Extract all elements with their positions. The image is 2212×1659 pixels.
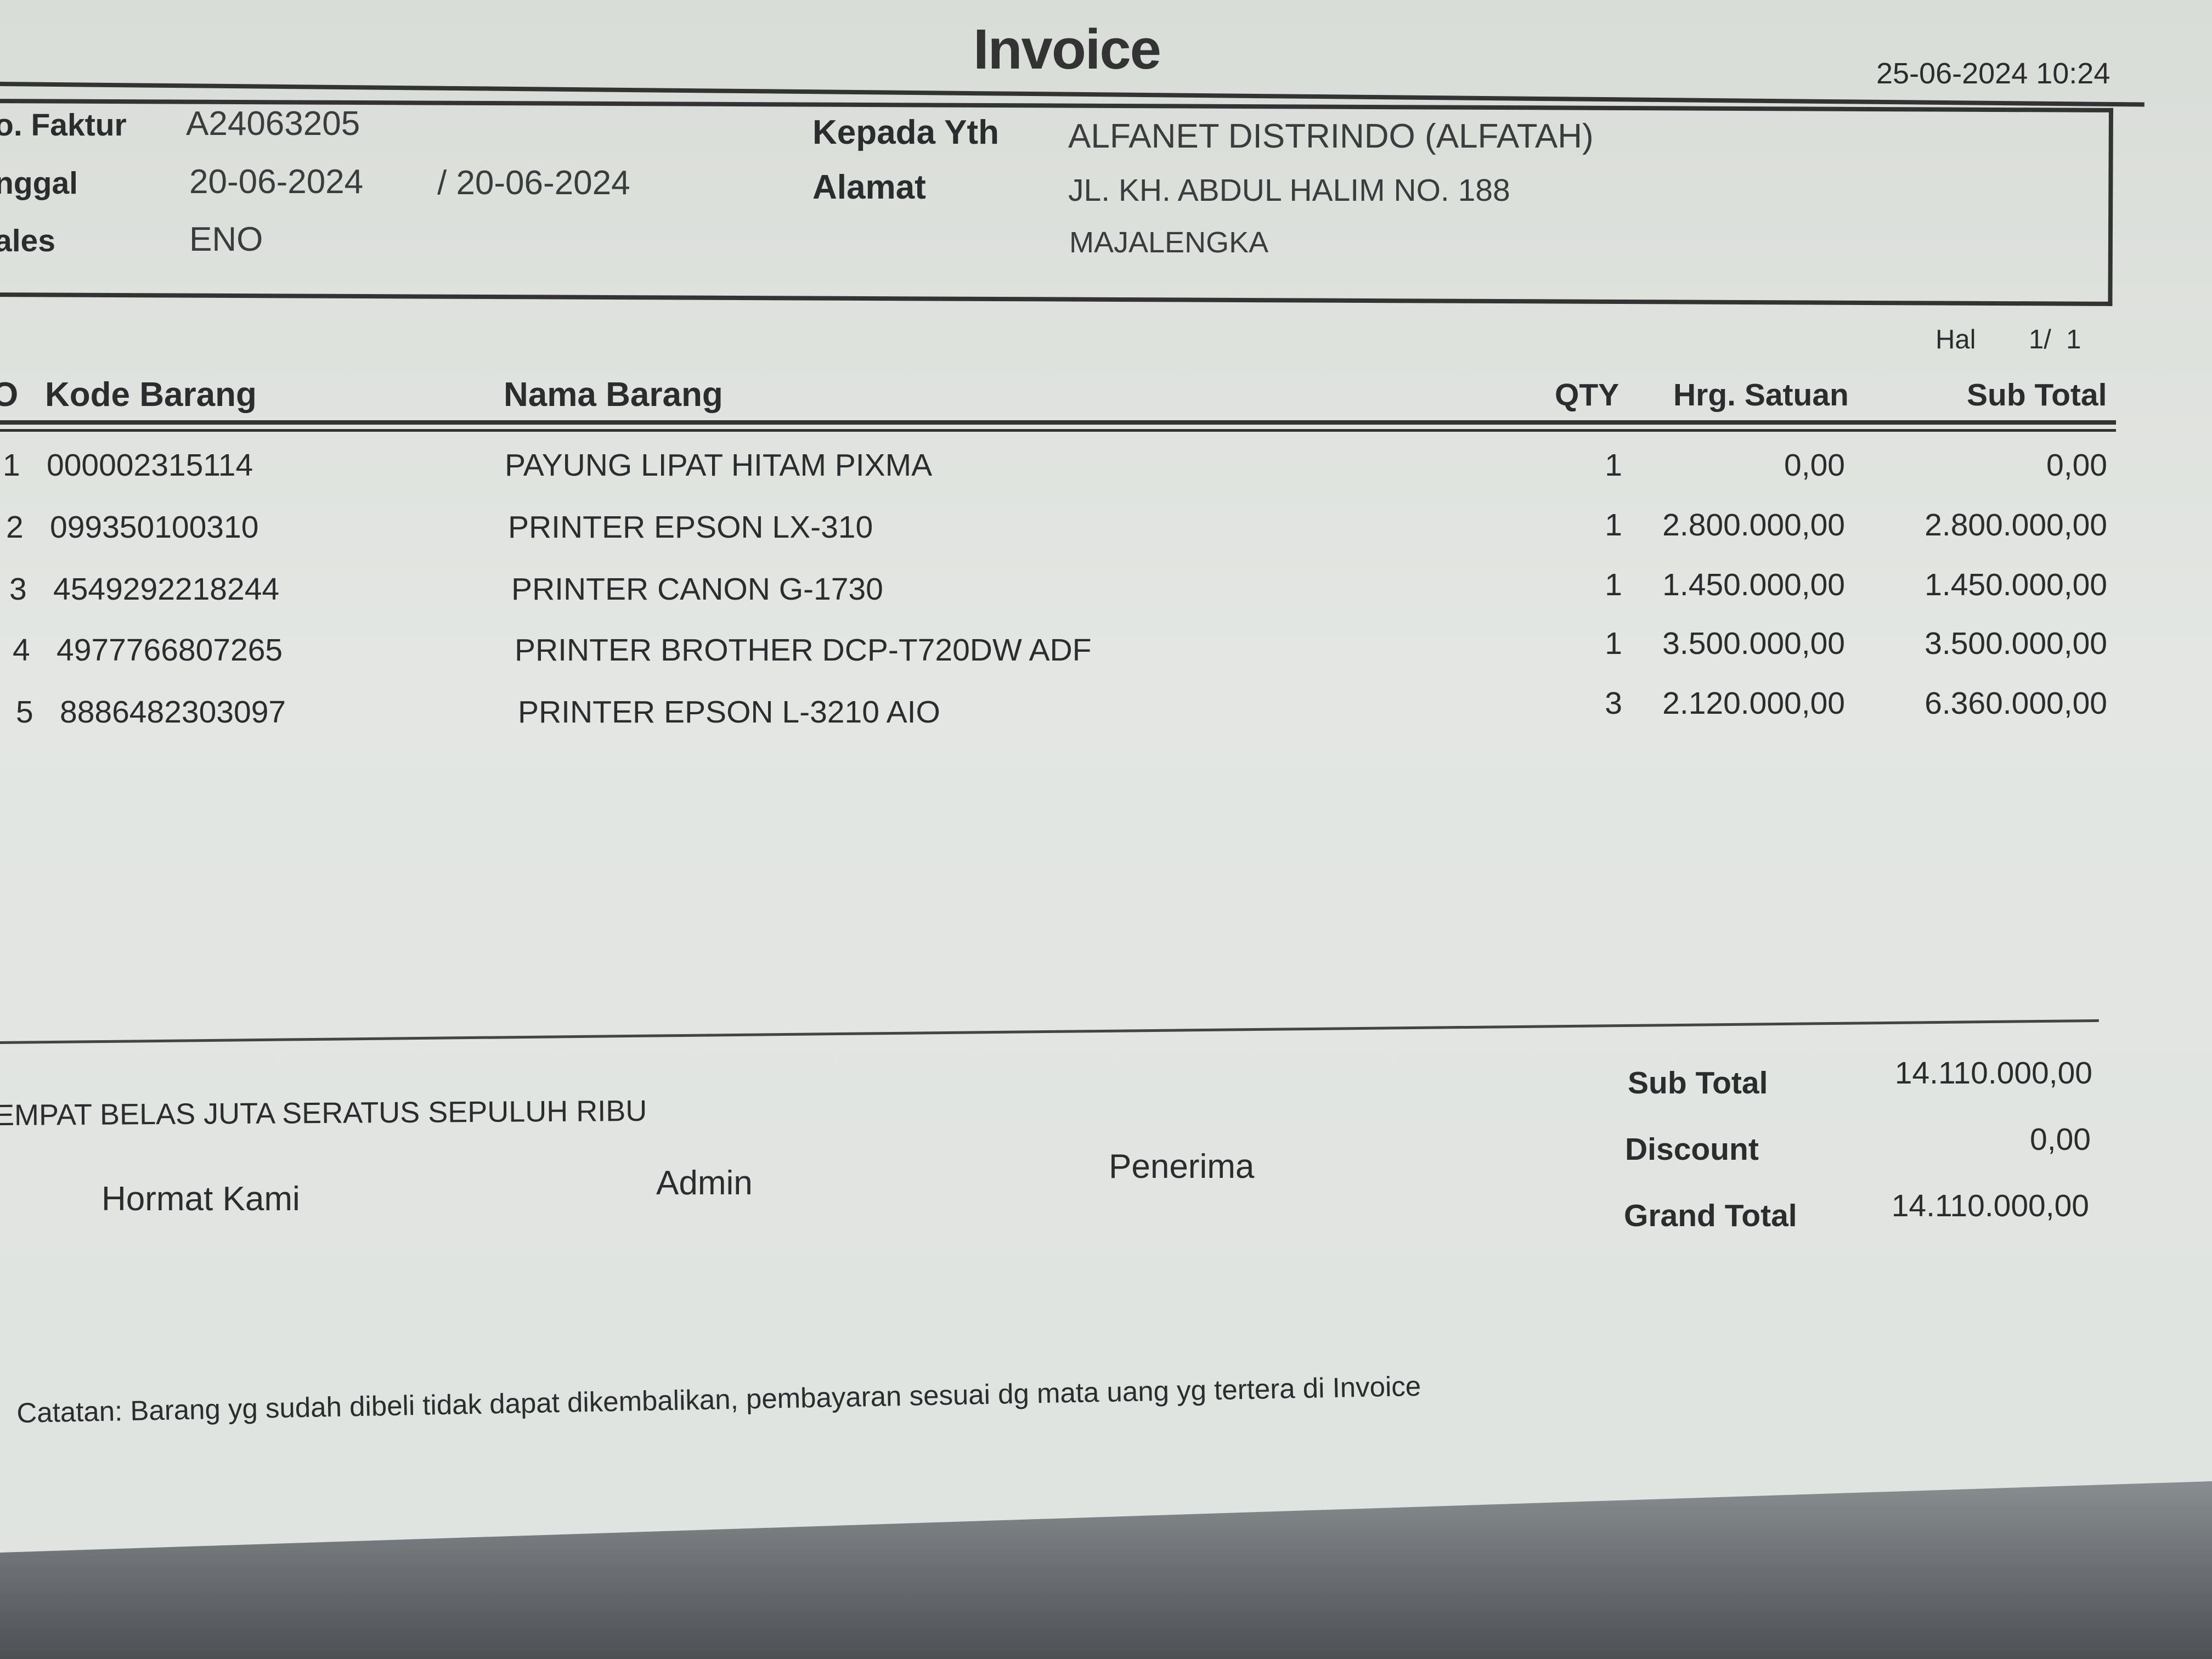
row-harga: 1.450.000,00 — [1662, 567, 1845, 602]
row-qty: 1 — [1605, 507, 1622, 543]
signature-penerima: Penerima — [1109, 1148, 1255, 1186]
sales-value: ENO — [189, 221, 263, 258]
grand-total-label: Grand Total — [1624, 1198, 1797, 1233]
header-nama: Nama Barang — [504, 376, 723, 414]
row-no: 1 — [3, 448, 20, 483]
row-subtotal: 0,00 — [2046, 448, 2107, 483]
row-kode: 4549292218244 — [53, 572, 280, 607]
faktur-label: o. Faktur — [0, 108, 127, 143]
page-number: 1/ 1 — [2029, 325, 2081, 354]
row-kode: 8886482303097 — [60, 695, 286, 730]
page-label: Hal — [1936, 325, 1976, 354]
row-no: 4 — [13, 633, 30, 668]
kepada-value: ALFANET DISTRINDO (ALFATAH) — [1068, 117, 1594, 155]
row-qty: 3 — [1605, 686, 1622, 721]
row-kode: 099350100310 — [50, 510, 259, 545]
row-qty: 1 — [1605, 626, 1622, 661]
note: Catatan: Barang yg sudah dibeli tidak da… — [16, 1370, 1421, 1429]
invoice-title: Invoice — [973, 18, 1161, 81]
row-harga: 0,00 — [1784, 448, 1845, 483]
discount-value: 0,00 — [2030, 1122, 2091, 1157]
header-subtotal: Sub Total — [1967, 377, 2107, 413]
row-no: 5 — [16, 695, 33, 730]
row-nama: PRINTER CANON G-1730 — [511, 572, 883, 607]
row-nama: PRINTER EPSON L-3210 AIO — [518, 695, 940, 730]
header-kode: Kode Barang — [45, 376, 257, 414]
header-no: O — [0, 376, 19, 414]
header-qty: QTY — [1555, 377, 1620, 413]
row-no: 3 — [9, 572, 27, 607]
subtotal-label: Sub Total — [1628, 1065, 1768, 1101]
header-harga: Hrg. Satuan — [1673, 377, 1849, 413]
alamat-line-2: MAJALENGKA — [1069, 226, 1269, 259]
kepada-label: Kepada Yth — [812, 114, 999, 151]
printed-timestamp: 25-06-2024 10:24 — [1876, 57, 2111, 90]
faktur-value: A24063205 — [186, 105, 360, 143]
row-kode: 000002315114 — [47, 448, 253, 483]
row-subtotal: 3.500.000,00 — [1925, 626, 2107, 661]
row-nama: PRINTER BROTHER DCP-T720DW ADF — [515, 633, 1092, 668]
row-subtotal: 6.360.000,00 — [1925, 686, 2107, 721]
row-nama: PRINTER EPSON LX-310 — [508, 510, 873, 545]
row-nama: PAYUNG LIPAT HITAM PIXMA — [505, 448, 933, 483]
tanggal-value: 20-06-2024 — [189, 163, 364, 201]
alamat-label: Alamat — [812, 168, 926, 206]
row-subtotal: 2.800.000,00 — [1925, 507, 2107, 543]
row-harga: 3.500.000,00 — [1662, 626, 1845, 661]
footer-divider — [0, 1019, 2099, 1044]
signature-admin: Admin — [656, 1164, 753, 1202]
row-qty: 1 — [1605, 448, 1622, 483]
sales-label: ales — [0, 223, 55, 258]
row-no: 2 — [6, 510, 24, 545]
row-harga: 2.800.000,00 — [1662, 507, 1845, 543]
header-divider-2 — [0, 429, 2116, 432]
signature-hormat: Hormat Kami — [101, 1180, 300, 1218]
row-harga: 2.120.000,00 — [1662, 686, 1845, 721]
header-divider — [0, 420, 2116, 425]
row-kode: 4977766807265 — [57, 633, 283, 668]
row-subtotal: 1.450.000,00 — [1925, 567, 2107, 602]
alamat-line-1: JL. KH. ABDUL HALIM NO. 188 — [1068, 173, 1510, 208]
tanggal-value-2: / 20-06-2024 — [437, 164, 630, 202]
discount-label: Discount — [1625, 1132, 1759, 1167]
grand-total-value: 14.110.000,00 — [1891, 1188, 2089, 1223]
row-qty: 1 — [1605, 567, 1622, 602]
terbilang: EMPAT BELAS JUTA SERATUS SEPULUH RIBU — [0, 1094, 647, 1132]
subtotal-value: 14.110.000,00 — [1894, 1056, 2092, 1091]
tanggal-label: nggal — [0, 166, 78, 201]
monitor-bezel — [0, 1481, 2212, 1659]
